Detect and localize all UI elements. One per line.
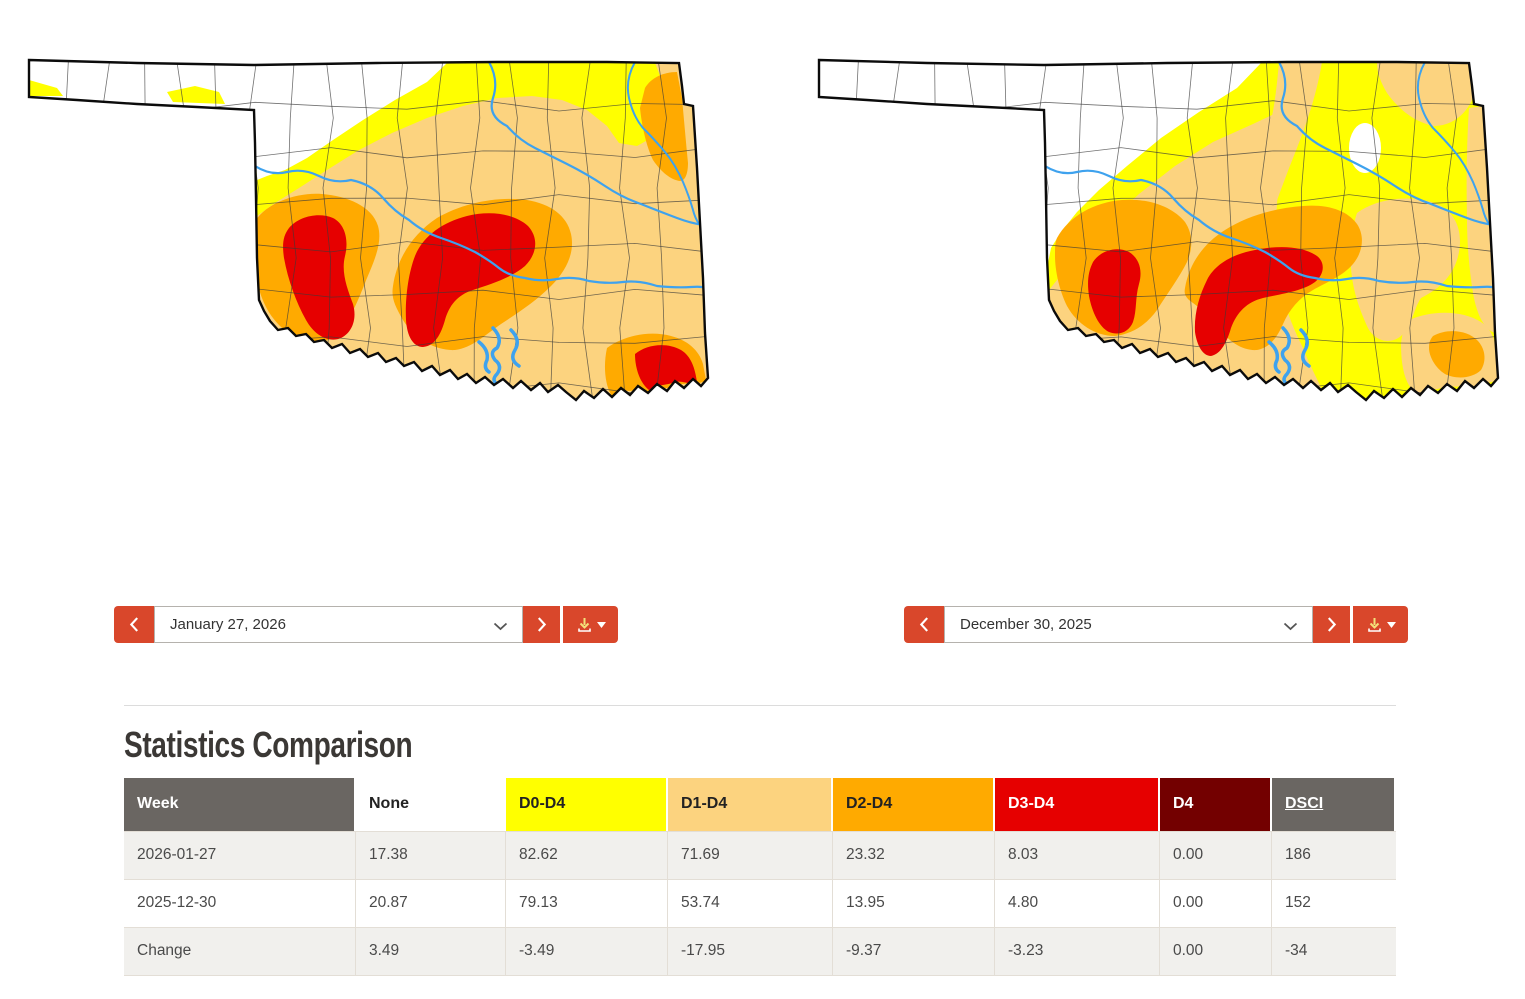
column-header-d2-d4: D2-D4: [833, 777, 995, 831]
download-button[interactable]: [563, 606, 618, 643]
table-cell: 82.62: [506, 830, 668, 879]
column-header-week: Week: [124, 777, 356, 831]
table-cell: 3.49: [356, 926, 506, 975]
table-cell: 71.69: [668, 830, 833, 879]
d3-region: [283, 215, 355, 340]
page-title: Statistics Comparison: [124, 724, 413, 765]
table-cell: 79.13: [506, 878, 668, 927]
download-icon: [1368, 618, 1381, 632]
week-select-right[interactable]: December 30, 2025: [944, 606, 1313, 643]
table-cell: 13.95: [833, 878, 995, 927]
row-label: 2025-12-30: [124, 878, 356, 927]
selected-week-label: January 27, 2026: [170, 616, 286, 633]
date-selector-right: December 30, 2025: [904, 606, 1408, 643]
column-header-dsci: DSCI: [1272, 777, 1396, 831]
table-cell: 0.00: [1160, 926, 1272, 975]
table-cell: 8.03: [995, 830, 1160, 879]
d2-region: [640, 72, 688, 181]
chevron-left-icon: [129, 617, 139, 632]
oklahoma-drought-map-left: [27, 58, 710, 402]
statistics-table: Week None D0-D4 D1-D4 D2-D4 D3-D4 D4 DSC…: [124, 777, 1396, 976]
chevron-right-icon: [537, 617, 546, 632]
chevron-right-icon: [1327, 617, 1336, 632]
caret-down-icon: [597, 621, 606, 628]
table-cell: -17.95: [668, 926, 833, 975]
column-header-none: None: [356, 777, 506, 831]
previous-week-button[interactable]: [114, 606, 154, 643]
no-drought-oval: [1349, 123, 1381, 173]
table-cell: -34: [1272, 926, 1396, 975]
table-row: 2025-12-30 20.87 79.13 53.74 13.95 4.80 …: [124, 878, 1396, 927]
dsci-link[interactable]: DSCI: [1285, 795, 1324, 813]
download-button[interactable]: [1353, 606, 1408, 643]
table-cell: 20.87: [356, 878, 506, 927]
statistics-section: Statistics Comparison Week None D0-D4 D1…: [124, 705, 1396, 976]
next-week-button[interactable]: [1313, 606, 1350, 643]
oklahoma-drought-map-right: [817, 58, 1500, 402]
no-drought-region: [1044, 62, 1262, 263]
previous-week-button[interactable]: [904, 606, 944, 643]
map-panel-right: December 30, 2025: [817, 48, 1507, 643]
column-header-d0-d4: D0-D4: [506, 777, 668, 831]
table-cell: 23.32: [833, 830, 995, 879]
next-week-button[interactable]: [523, 606, 560, 643]
week-select-left[interactable]: January 27, 2026: [154, 606, 523, 643]
column-header-d4: D4: [1160, 777, 1272, 831]
selected-week-label: December 30, 2025: [960, 616, 1092, 633]
table-row: 2026-01-27 17.38 82.62 71.69 23.32 8.03 …: [124, 830, 1396, 879]
map-panel-left: January 27, 2026: [27, 48, 717, 643]
row-label: Change: [124, 926, 356, 975]
table-cell: 0.00: [1160, 878, 1272, 927]
table-cell: 4.80: [995, 878, 1160, 927]
table-cell: 53.74: [668, 878, 833, 927]
table-row: Change 3.49 -3.49 -17.95 -9.37 -3.23 0.0…: [124, 926, 1396, 975]
map-comparison-area: January 27, 2026: [27, 48, 1507, 643]
table-cell: 186: [1272, 830, 1396, 879]
table-cell: -9.37: [833, 926, 995, 975]
table-header-row: Week None D0-D4 D1-D4 D2-D4 D3-D4 D4 DSC…: [124, 777, 1396, 831]
caret-down-icon: [1387, 621, 1396, 628]
column-header-d1-d4: D1-D4: [668, 777, 833, 831]
row-label: 2026-01-27: [124, 830, 356, 879]
table-cell: 152: [1272, 878, 1396, 927]
download-icon: [578, 618, 591, 632]
chevron-down-icon: [1283, 622, 1298, 631]
table-cell: -3.23: [995, 926, 1160, 975]
table-cell: -3.49: [506, 926, 668, 975]
table-cell: 17.38: [356, 830, 506, 879]
chevron-left-icon: [919, 617, 929, 632]
column-header-d3-d4: D3-D4: [995, 777, 1160, 831]
date-selector-left: January 27, 2026: [114, 606, 618, 643]
table-cell: 0.00: [1160, 830, 1272, 879]
chevron-down-icon: [493, 622, 508, 631]
d3-region: [1088, 249, 1141, 334]
